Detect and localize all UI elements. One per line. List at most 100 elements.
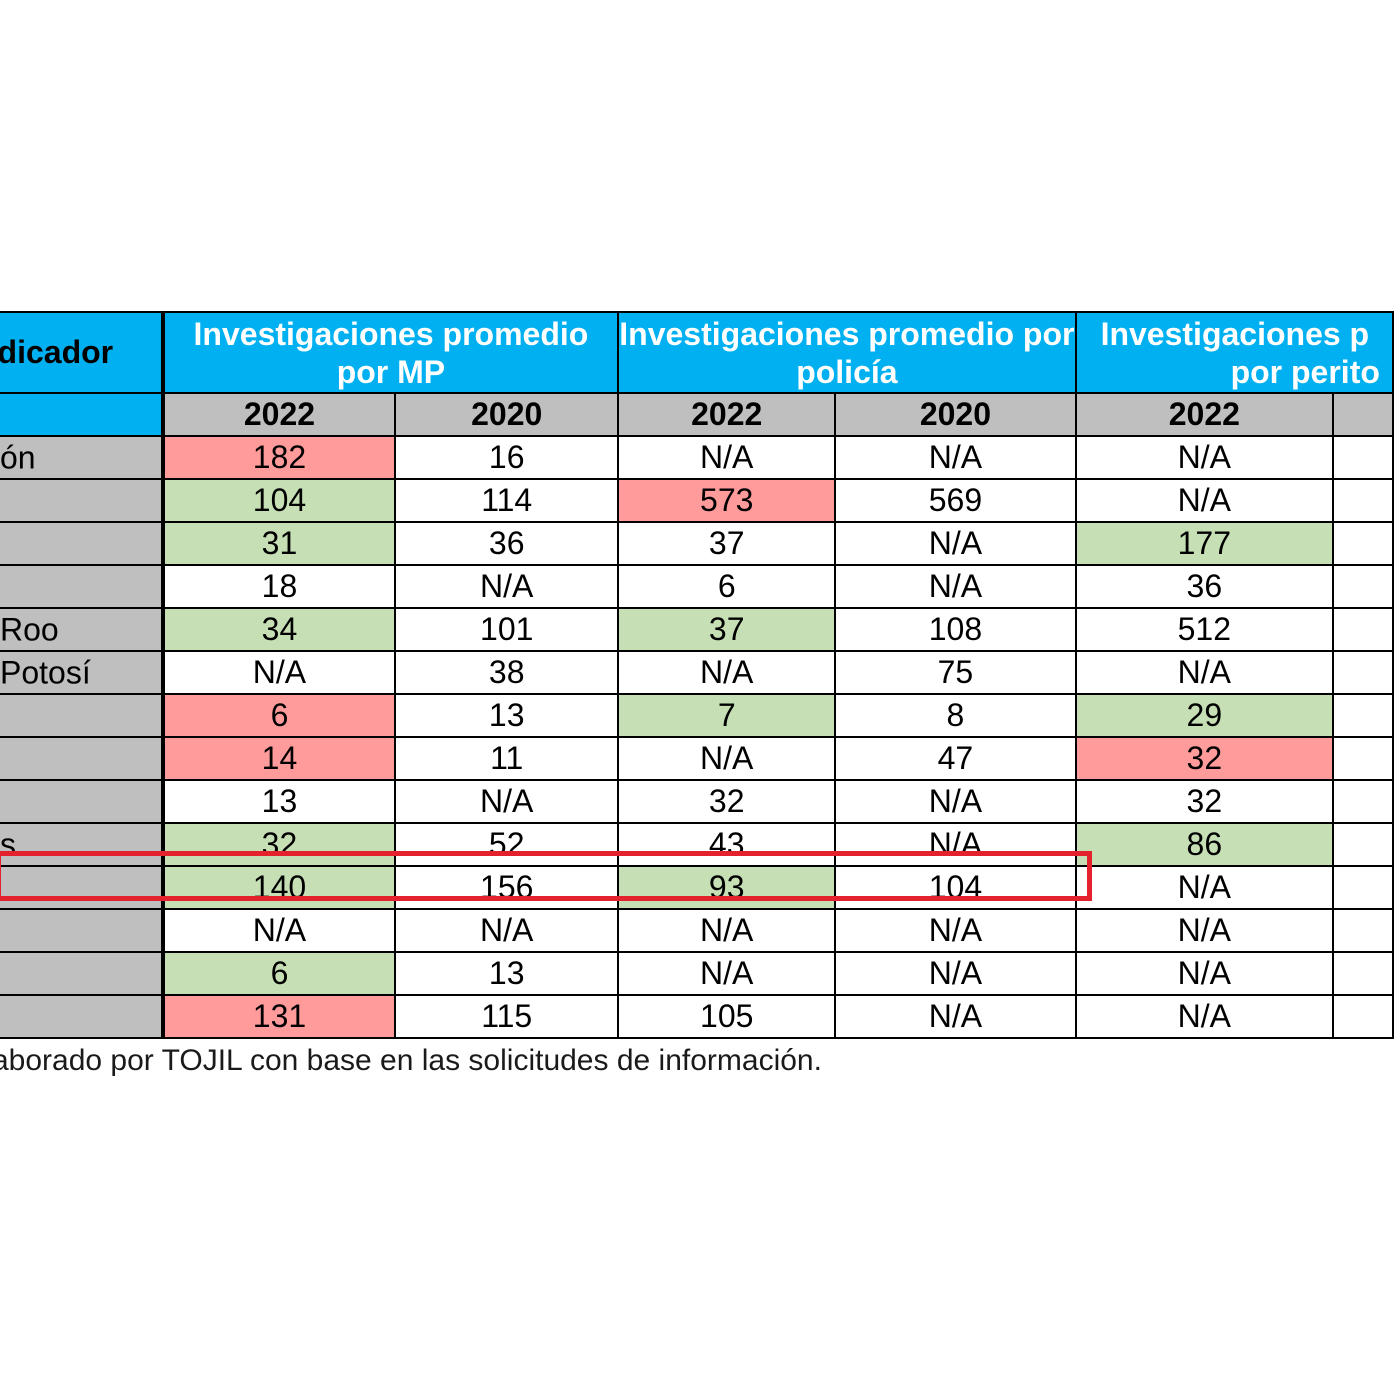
- table-row: 131 115 105 N/A N/A: [0, 994, 1394, 1039]
- data-cell: 104: [161, 478, 397, 523]
- data-cell-cut: [1332, 908, 1394, 953]
- data-cell: 29: [1074, 693, 1335, 738]
- data-cell: N/A: [1074, 994, 1335, 1039]
- row-label: Roo: [0, 607, 165, 652]
- data-cell: N/A: [1074, 478, 1335, 523]
- data-cell: 140: [161, 865, 397, 910]
- data-cell-cut: [1332, 650, 1394, 695]
- data-cell: N/A: [394, 779, 620, 824]
- data-cell: 32: [161, 822, 397, 867]
- data-cell-cut: [1332, 994, 1394, 1039]
- data-cell-cut: [1332, 865, 1394, 910]
- data-cell: 75: [834, 650, 1077, 695]
- data-cell: N/A: [834, 779, 1077, 824]
- source-caption: aborado por TOJIL con base en las solici…: [0, 1044, 822, 1077]
- data-cell: N/A: [617, 908, 837, 953]
- table-row: 6 13 N/A N/A N/A: [0, 951, 1394, 996]
- data-cell: N/A: [834, 908, 1077, 953]
- row-label: [0, 951, 165, 996]
- data-cell: N/A: [617, 435, 837, 480]
- data-cell: 32: [1074, 779, 1335, 824]
- table-row: N/A N/A N/A N/A N/A: [0, 908, 1394, 953]
- data-cell: 37: [617, 521, 837, 566]
- row-label: [0, 693, 165, 738]
- data-cell: 13: [394, 951, 620, 996]
- header-investigaciones-perito: Investigaciones p por perito: [1074, 311, 1395, 394]
- data-cell: 6: [161, 693, 397, 738]
- header-investigaciones-mp: Investigaciones promedio por MP: [161, 311, 620, 394]
- table-row: 13 N/A 32 N/A 32: [0, 779, 1394, 824]
- data-cell: N/A: [1074, 435, 1335, 480]
- data-cell: 569: [834, 478, 1077, 523]
- data-cell: 512: [1074, 607, 1335, 652]
- data-cell: 11: [394, 736, 620, 781]
- data-cell: 105: [617, 994, 837, 1039]
- data-cell: 115: [394, 994, 620, 1039]
- data-cell: 108: [834, 607, 1077, 652]
- row-label-text: ón: [0, 439, 36, 475]
- data-cell: 6: [161, 951, 397, 996]
- table-row: 14 11 N/A 47 32: [0, 736, 1394, 781]
- data-cell: N/A: [834, 822, 1077, 867]
- data-cell: N/A: [1074, 650, 1335, 695]
- data-cell: N/A: [617, 736, 837, 781]
- data-cell: 177: [1074, 521, 1335, 566]
- data-cell-cut: [1332, 607, 1394, 652]
- year-header-row: 2022 2020 2022 2020 2022: [0, 392, 1394, 437]
- row-label: [0, 564, 165, 609]
- data-cell: N/A: [834, 564, 1077, 609]
- indicador-header: ndicador: [0, 311, 165, 394]
- table-row: Potosí N/A 38 N/A 75 N/A: [0, 650, 1394, 695]
- data-cell: 52: [394, 822, 620, 867]
- statistics-table: ndicador Investigaciones promedio por MP…: [0, 311, 1395, 1039]
- data-cell: 86: [1074, 822, 1335, 867]
- table-row: 31 36 37 N/A 177: [0, 521, 1394, 566]
- header-investigaciones-policia: Investigaciones promedio por policía: [617, 311, 1077, 394]
- data-cell: N/A: [394, 564, 620, 609]
- table-row: ón 182 16 N/A N/A N/A: [0, 435, 1394, 480]
- data-cell: 7: [617, 693, 837, 738]
- data-cell: 32: [617, 779, 837, 824]
- data-cell: 47: [834, 736, 1077, 781]
- data-cell: 104: [834, 865, 1077, 910]
- data-cell-cut: [1332, 478, 1394, 523]
- data-cell: 156: [394, 865, 620, 910]
- data-cell-cut: [1332, 822, 1394, 867]
- data-cell: 13: [394, 693, 620, 738]
- data-cell: 182: [161, 435, 397, 480]
- table-body: ón 182 16 N/A N/A N/A 104 114 573 569 N/A 31 36 37 N/A…: [0, 435, 1394, 1039]
- table-row: s 32 52 43 N/A 86: [0, 822, 1394, 867]
- data-cell: 114: [394, 478, 620, 523]
- row-label: [0, 865, 165, 910]
- data-cell: N/A: [834, 951, 1077, 996]
- data-cell: N/A: [834, 435, 1077, 480]
- data-cell: N/A: [834, 521, 1077, 566]
- data-cell-cut: [1332, 736, 1394, 781]
- data-cell: 6: [617, 564, 837, 609]
- year-header: 2020: [394, 392, 620, 437]
- data-cell: 34: [161, 607, 397, 652]
- row-label-text: Potosí: [0, 654, 91, 690]
- year-header: 2020: [834, 392, 1077, 437]
- data-cell: 16: [394, 435, 620, 480]
- data-cell-cut: [1332, 564, 1394, 609]
- table-row: 18 N/A 6 N/A 36: [0, 564, 1394, 609]
- row-label: [0, 779, 165, 824]
- data-cell: 32: [1074, 736, 1335, 781]
- data-cell: 573: [617, 478, 837, 523]
- data-cell: 8: [834, 693, 1077, 738]
- row-label: [0, 908, 165, 953]
- data-cell: 13: [161, 779, 397, 824]
- row-label-text: Roo: [0, 611, 59, 647]
- data-cell: 18: [161, 564, 397, 609]
- row-label: s: [0, 822, 165, 867]
- data-cell-cut: [1332, 693, 1394, 738]
- data-cell: 14: [161, 736, 397, 781]
- data-cell: 37: [617, 607, 837, 652]
- data-cell: N/A: [394, 908, 620, 953]
- data-cell-cut: [1332, 779, 1394, 824]
- data-cell: N/A: [617, 650, 837, 695]
- year-header: 2022: [1074, 392, 1335, 437]
- table-row: 6 13 7 8 29: [0, 693, 1394, 738]
